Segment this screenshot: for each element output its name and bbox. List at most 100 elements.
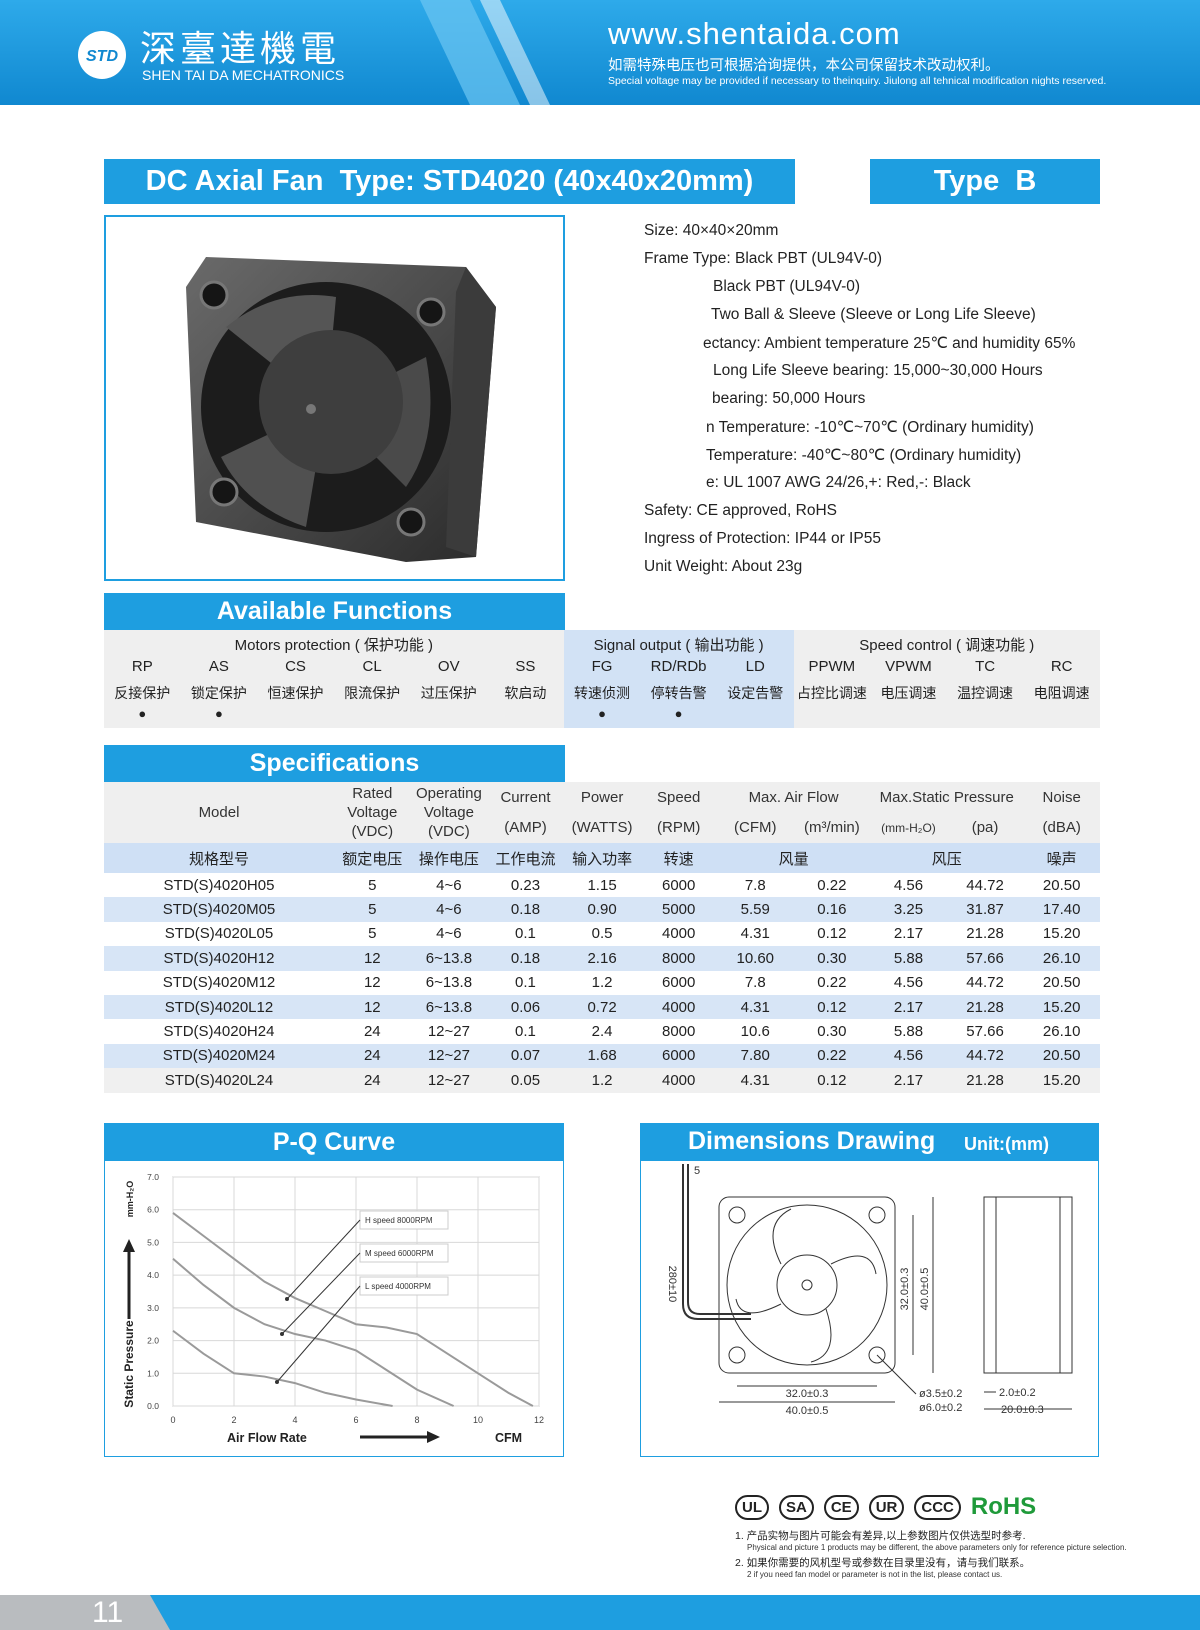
stripe: [420, 0, 520, 105]
hole: [868, 1206, 886, 1224]
spec-header-cell: Current: [487, 782, 564, 812]
lead-wire: [682, 1164, 751, 1320]
spec-line: bearing: 50,000 Hours: [712, 390, 866, 407]
spec-row: STD(S)4020L12 12 6~13.8 0.06 0.72 4000 4.31 0.1…: [104, 994, 1100, 1020]
header-line: (VDC): [351, 823, 394, 840]
spec-unit-cell: (WATTS): [571, 819, 633, 836]
spec-cell: 31.87: [966, 901, 1004, 919]
y-tick-label: 2.0: [147, 1336, 159, 1346]
spec-cell: 6~13.8: [425, 949, 473, 967]
x-tick-label: 4: [292, 1415, 297, 1425]
spec-cell: 21.28: [966, 998, 1004, 1016]
photo-frame: [104, 215, 565, 581]
dim-title: Dimensions Drawing: [688, 1127, 936, 1155]
fan-hub: [259, 330, 403, 474]
spec-cell: 4000: [661, 998, 696, 1016]
spec-cell: 4000: [661, 1071, 696, 1089]
spec-cell: 12~27: [427, 1047, 470, 1065]
spec-line: e: UL 1007 AWG 24/26,+: Red,-: Black: [706, 474, 971, 491]
mount-hole: [396, 507, 426, 537]
spec-cell: 0.90: [587, 901, 617, 919]
spec-cell: 57.66: [966, 1023, 1004, 1041]
x-tick-label: 10: [473, 1415, 483, 1425]
header-line: Speed: [656, 788, 701, 806]
spec-row: STD(S)4020M24 24 12~27 0.07 1.68 6000 7.80 0.22…: [104, 1043, 1100, 1069]
footer-tab: [0, 1595, 170, 1630]
spec-cell: 5.59: [740, 901, 770, 919]
spec-unit-cell: (CFM): [734, 819, 777, 836]
spec-cell: STD(S)4020H24: [163, 1023, 275, 1041]
spec-line: n Temperature: -10℃~70℃ (Ordinary humidi…: [706, 419, 1034, 436]
mount-hole: [209, 477, 239, 507]
notice-en: Special voltage may be provided if neces…: [608, 75, 1107, 87]
spec-cell: 20.50: [1042, 1047, 1081, 1065]
function-dot: ●: [138, 706, 147, 721]
spec-cell: 10.60: [736, 949, 775, 967]
spec-line: Safety: CE approved, RoHS: [644, 502, 837, 519]
function-code: CS: [285, 658, 306, 675]
certifications: UL SA CE UR CCC RoHS: [735, 1493, 1036, 1521]
spec-cell: 21.28: [966, 1071, 1004, 1089]
spec-row: STD(S)4020M12 12 6~13.8 0.1 1.2 6000 7.8 0.22 4.…: [104, 970, 1100, 995]
spec-cell: 7.80: [740, 1047, 770, 1065]
header-band: [0, 0, 1200, 105]
cert-logo: RoHS: [970, 1493, 1037, 1520]
spec-cell: 4.31: [740, 998, 770, 1016]
spec-cell: 5: [368, 876, 377, 894]
spec-cell: 44.72: [966, 1047, 1004, 1065]
spec-cell: 4.56: [893, 876, 924, 894]
spec-cell: STD(S)4020L12: [164, 998, 274, 1016]
spec-line: Two Ball & Sleeve (Sleeve or Long Life S…: [711, 306, 1036, 323]
fan-side: [446, 267, 496, 557]
group-label: Motors protection ( 保护功能 ): [234, 637, 434, 654]
spec-cell: 0.23: [510, 876, 541, 894]
dim-label: 40.0±0.5: [919, 1268, 931, 1311]
y-tick-label: 3.0: [147, 1303, 159, 1313]
spec-cell: 0.22: [817, 876, 847, 894]
function-code: OV: [437, 658, 460, 675]
y-tick-label: 6.0: [147, 1205, 159, 1215]
spec-unit-cell: (pa): [971, 819, 999, 836]
spec-cell: 1.2: [591, 1071, 613, 1089]
series-label: L speed 4000RPM: [365, 1282, 431, 1291]
spec-unit-cell: (RPM): [657, 819, 701, 836]
spec-cell: 4~6: [436, 901, 462, 919]
spec-line: Black PBT (UL94V-0): [713, 278, 861, 295]
spec-cell: 4.31: [740, 1071, 770, 1089]
spec-unit-cell: (dBA): [1042, 819, 1081, 836]
hole: [868, 1346, 886, 1364]
note-en: Physical and picture 1 products may be d…: [747, 1543, 1127, 1552]
spec-cell: 15.20: [1042, 998, 1081, 1016]
spec-cell: 4.56: [893, 1047, 924, 1065]
notice-cn: 如需特殊电压也可根据洽询提供，本公司保留技术改动权利。: [608, 58, 1000, 74]
function-dot: ●: [674, 706, 683, 721]
header-line: (VDC): [428, 823, 470, 840]
spec-cell: 12: [363, 998, 381, 1016]
spec-cell: 0.07: [510, 1047, 541, 1065]
y-axis-arrowhead: [123, 1239, 135, 1252]
spec-cn-cell: 操作电压: [418, 850, 479, 868]
spec-cell: STD(S)4020L24: [164, 1071, 274, 1089]
notes: 1. 产品实物与图片可能会有差异,以上参数图片仅供选型时参考. Physical …: [735, 1528, 1195, 1579]
dim-unit: Unit:(mm): [964, 1134, 1049, 1154]
header-decor: STD: [78, 0, 550, 105]
function-code: LD: [745, 658, 765, 675]
spec-cn-cell: 风量: [778, 850, 809, 868]
function-cn: 反接保护: [114, 685, 171, 701]
dim-label: 32.0±0.3: [786, 1388, 829, 1400]
spec-cn-row: 规格型号 额定电压 操作电压 工作电流 输入功率 转速 风量 风压 噪声: [104, 843, 1100, 873]
spec-cell: 20.50: [1042, 974, 1081, 992]
function-cn: 转速侦测: [573, 685, 630, 701]
spec-cell: 0.06: [510, 998, 541, 1016]
cert-logo: SA: [779, 1494, 814, 1520]
spec-cell: 24: [363, 1047, 381, 1065]
header-line: Voltage: [347, 804, 398, 821]
arrow-head: [280, 1332, 284, 1336]
spec-cell: 12: [363, 949, 381, 967]
function-code: PPWM: [808, 658, 856, 675]
spec-cell: STD(S)4020H05: [163, 876, 275, 894]
series-label: M speed 6000RPM: [365, 1249, 434, 1258]
logo-text: STD: [86, 48, 118, 65]
group-label: Speed control ( 调速功能 ): [859, 637, 1035, 654]
spec-unit-cell: (m³/min): [803, 819, 860, 836]
